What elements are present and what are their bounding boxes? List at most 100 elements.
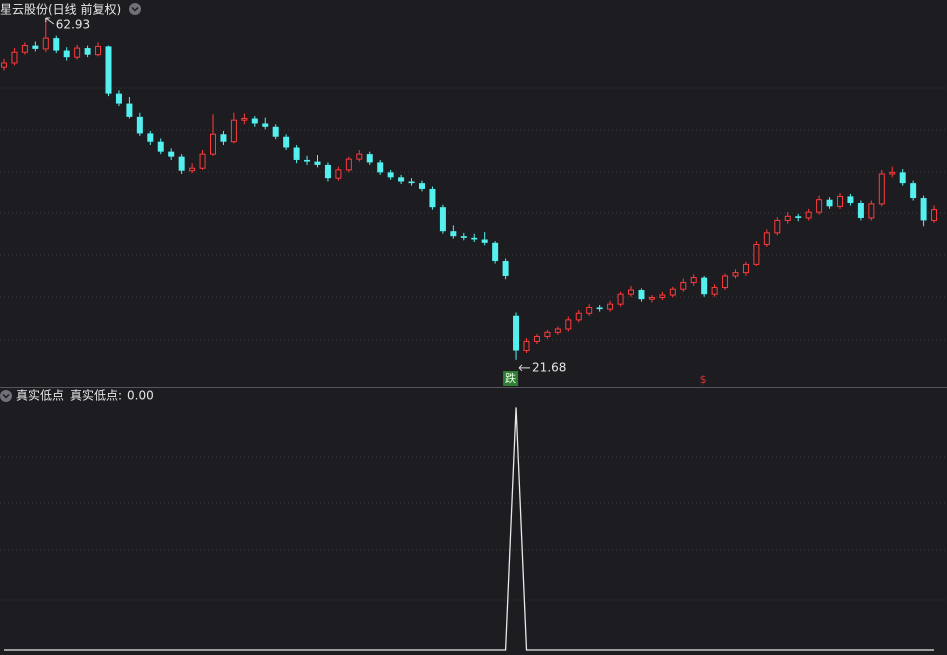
candle-body — [690, 277, 697, 284]
candle-body — [460, 236, 467, 238]
signal-label: $ — [700, 373, 707, 386]
candle-body — [784, 215, 791, 221]
candle-body — [617, 293, 624, 305]
candle-body — [701, 277, 708, 295]
candle-body — [533, 335, 540, 342]
candle-body — [366, 154, 373, 163]
candle-body — [429, 188, 436, 208]
signal-box — [503, 371, 519, 386]
candle-body — [554, 328, 561, 333]
candle-body — [21, 45, 28, 53]
candle-body — [345, 158, 352, 171]
menu-icon[interactable] — [129, 3, 141, 15]
candle-body — [189, 167, 196, 172]
candle-body — [262, 123, 269, 127]
candle-body — [241, 118, 248, 121]
candle-body — [95, 45, 102, 56]
candle-body — [408, 181, 415, 184]
indicator-title: 真实低点 — [16, 388, 64, 403]
candle-body — [753, 243, 760, 265]
candle-body — [628, 289, 634, 295]
candle-body — [648, 297, 655, 300]
candle-body — [763, 232, 770, 245]
candle-body — [105, 46, 112, 94]
candle-body — [324, 164, 331, 179]
candle-body — [136, 116, 143, 134]
candle-body — [32, 45, 39, 49]
candle-body — [565, 319, 572, 330]
indicator-name: 真实低点: — [70, 388, 122, 403]
candle-body — [272, 126, 279, 137]
candle-body — [398, 177, 405, 182]
candle-body — [899, 172, 906, 184]
candle-body — [147, 133, 154, 142]
candle-body — [1, 62, 7, 68]
candle-body — [544, 331, 551, 337]
candle-body — [847, 196, 854, 204]
candle-body — [126, 103, 133, 117]
high-label: 62.93 — [56, 17, 90, 31]
candle-body — [481, 239, 488, 243]
annotation-arrow — [45, 17, 55, 25]
candle-body — [711, 287, 718, 295]
candle-body — [659, 294, 666, 299]
candle-body — [450, 231, 457, 237]
candle-body — [669, 288, 676, 296]
candle-body — [199, 153, 206, 169]
candle-body — [230, 119, 237, 143]
indicator-line — [4, 407, 935, 651]
candle-body — [910, 183, 917, 199]
candle-body — [178, 156, 185, 171]
candle-body — [502, 261, 509, 276]
candle-body — [742, 263, 749, 274]
candle-body — [387, 172, 394, 178]
candle-body — [283, 136, 290, 148]
candle-body — [492, 242, 499, 262]
candle-body — [168, 151, 175, 157]
candle-body — [607, 303, 614, 310]
candle-body — [471, 237, 478, 240]
chart-title: 星云股份(日线 前复权) — [0, 2, 121, 17]
candle-body — [11, 51, 18, 64]
indicator-menu-icon[interactable] — [0, 390, 12, 402]
candle-body — [53, 38, 60, 51]
candle-body — [795, 216, 802, 218]
candle-body — [293, 147, 300, 160]
candle-body — [377, 162, 384, 173]
candle-body — [878, 173, 885, 205]
annotation-arrow — [518, 364, 531, 372]
candle-body — [889, 171, 896, 175]
candle-body — [74, 47, 81, 58]
candle-body — [356, 153, 363, 160]
candle-body — [513, 315, 520, 351]
candle-body — [157, 141, 164, 152]
candle-body — [63, 50, 70, 58]
indicator-value: 0.00 — [127, 389, 154, 403]
signal-label: 跌 — [505, 371, 516, 385]
candle-body — [42, 37, 49, 50]
candle-body — [335, 169, 342, 179]
candle-body — [419, 183, 425, 189]
candle-body — [115, 93, 122, 104]
candle-body — [857, 203, 864, 218]
candle-body — [220, 134, 227, 142]
candle-body — [314, 161, 321, 165]
candle-body — [837, 195, 843, 207]
candle-body — [638, 290, 645, 300]
candle-body — [732, 272, 739, 277]
candle-body — [931, 209, 938, 221]
candle-body — [805, 211, 812, 219]
candle-body — [868, 203, 875, 219]
low-label: 21.68 — [532, 360, 566, 374]
candle-body — [210, 133, 216, 155]
candle-body — [304, 159, 311, 162]
candle-body — [523, 340, 530, 352]
candle-body — [84, 48, 91, 55]
candle-body — [774, 219, 781, 234]
candle-body — [680, 282, 687, 290]
candle-body — [816, 199, 823, 213]
candle-body — [586, 306, 593, 314]
candle-body — [826, 199, 833, 207]
candle-body — [251, 118, 258, 124]
